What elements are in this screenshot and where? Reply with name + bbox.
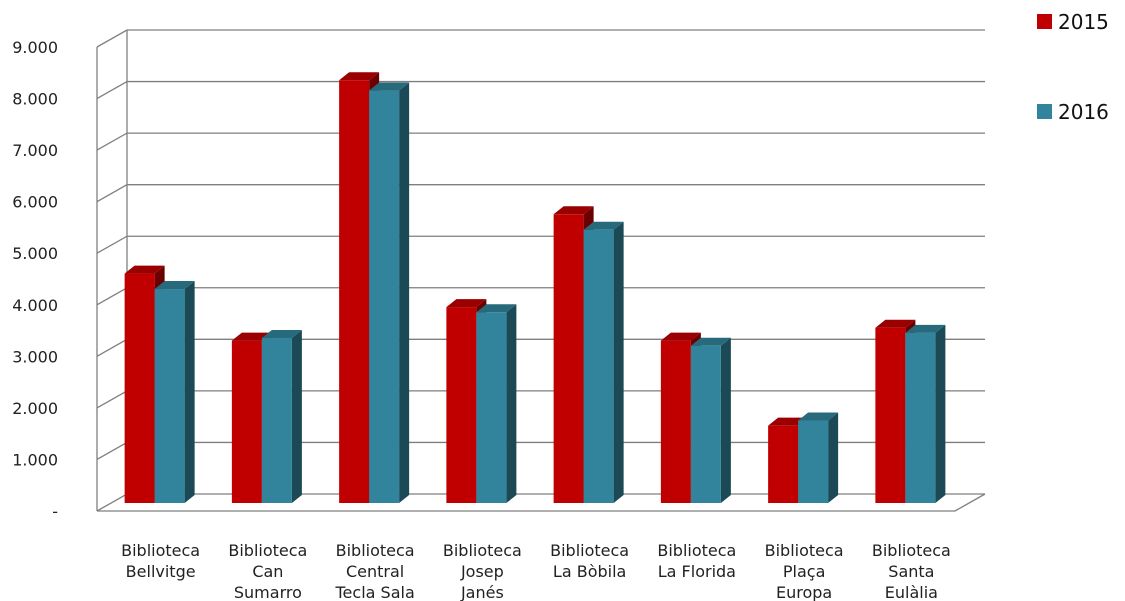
x-category-label: Biblioteca [657,541,736,560]
y-tick-label: 1.000 [12,450,58,469]
x-category-label: La Bòbila [553,562,626,581]
bar-2016-2 [369,82,410,504]
bar-2016-7 [905,324,946,503]
grid-line [96,132,985,151]
grid-line [96,235,985,254]
bar-2016-3 [476,304,517,503]
bar-2016-1 [261,330,302,503]
y-tick-label: 6.000 [12,193,58,212]
bar-2016-0 [154,281,195,503]
x-category-label: Sumarro [234,583,302,601]
bars [124,72,946,504]
grid-lines [96,29,986,512]
bar-2016-4 [583,221,624,503]
y-tick-label: 9.000 [12,38,58,57]
grid-line [96,29,985,48]
x-category-label: Can [252,562,283,581]
bar-2016-5 [690,337,731,503]
y-axis-ticks: - 1.000 2.000 3.000 4.000 5.000 6.000 7.000 8.00… [12,38,58,521]
x-category-label: Biblioteca [336,541,415,560]
y-tick-label: 3.000 [12,347,58,366]
x-category-label: La Florida [658,562,736,581]
grid-line [96,338,985,357]
x-category-label: Central [346,562,404,581]
grid-line [96,441,985,461]
x-category-label: Biblioteca [550,541,629,560]
y-tick-label: 7.000 [12,141,58,160]
x-category-label: Eulàlia [885,583,938,601]
y-tick-label: 4.000 [12,296,58,315]
legend-item-2016: 2016 [1037,100,1109,124]
x-category-label: Biblioteca [872,541,951,560]
legend-swatch [1037,104,1052,119]
x-category-label: Santa [888,562,934,581]
legend-label: 2015 [1058,10,1109,34]
grid-line [96,390,985,409]
legend: 2015 2016 [1037,10,1109,124]
legend-label: 2016 [1058,100,1109,124]
grid-line [96,80,985,100]
y-tick-label: 2.000 [12,399,58,418]
x-category-label: Biblioteca [443,541,522,560]
x-category-label: Janés [460,583,504,601]
x-category-label: Biblioteca [765,541,844,560]
x-axis-categories: Biblioteca Bellvitge Biblioteca Can Sumarro B… [121,541,951,601]
x-category-label: Bellvitge [126,562,196,581]
x-category-label: Tecla Sala [335,583,415,601]
x-category-label: Biblioteca [121,541,200,560]
floor-edge [97,493,986,512]
y-tick-label: 5.000 [12,244,58,263]
x-category-label: Josep [460,562,504,581]
x-category-label: Europa [776,583,832,601]
y-tick-label: - [52,502,58,521]
x-category-label: Plaça [783,562,826,581]
grid-line [96,493,985,512]
grid-line [96,287,985,306]
legend-swatch [1037,14,1052,29]
y-tick-label: 8.000 [12,90,58,109]
legend-item-2015: 2015 [1037,10,1109,34]
x-category-label: Biblioteca [228,541,307,560]
bar-2016-6 [798,412,839,503]
grid-line [96,184,985,203]
